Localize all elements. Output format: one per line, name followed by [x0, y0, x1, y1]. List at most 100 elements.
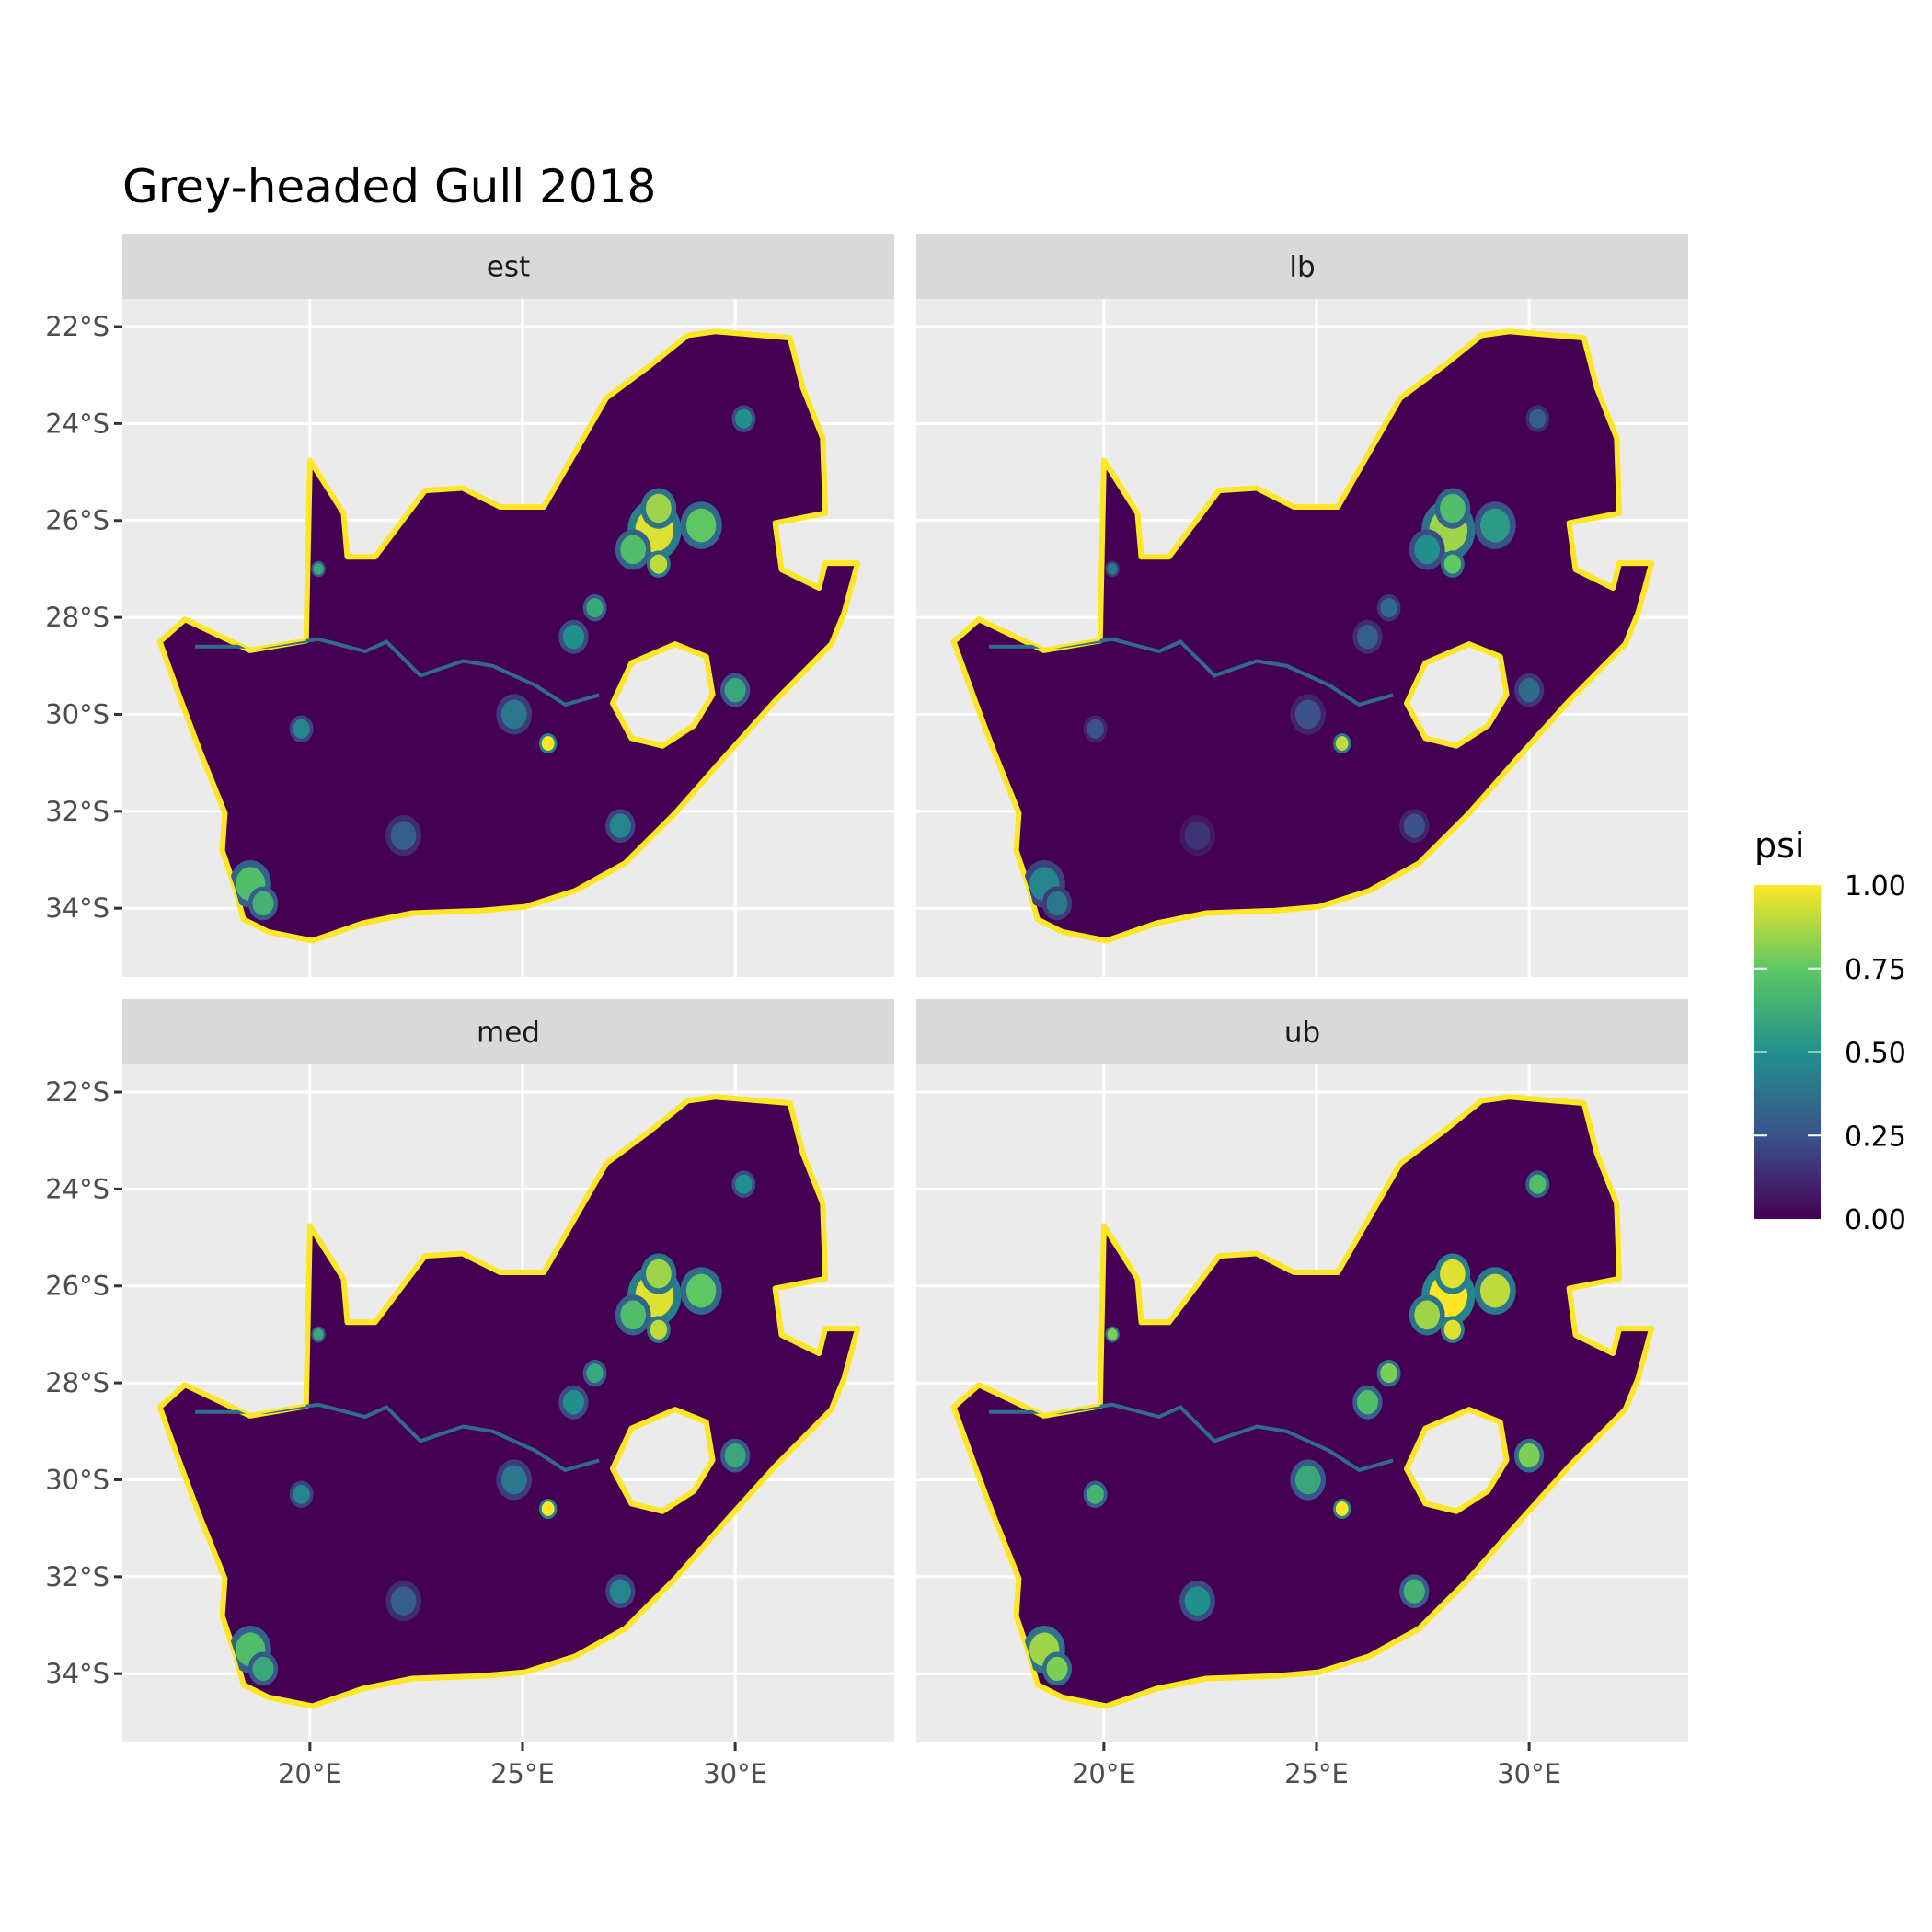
y-tick-label: 34°S [45, 892, 109, 924]
x-tick-label: 30°E [703, 1758, 767, 1789]
hotspot-cell [609, 1579, 631, 1604]
hotspot-cell [620, 535, 647, 565]
y-tick-label: 22°S [45, 311, 109, 342]
hotspot-cell [1518, 1443, 1540, 1468]
hotspot-cell [620, 1300, 647, 1330]
hotspot-cell [1046, 891, 1068, 916]
y-tick-label: 28°S [45, 1367, 109, 1398]
hotspot-cell [646, 493, 672, 523]
hotspot-cell [685, 1273, 717, 1308]
legend-title: psi [1754, 825, 1804, 866]
hotspot-cell [252, 1656, 274, 1682]
hotspot-cell [1046, 1656, 1068, 1682]
hotspot-cell [1529, 1174, 1547, 1194]
x-tick-label: 20°E [1072, 1758, 1136, 1789]
hotspot-cell [685, 508, 717, 543]
hotspot-cell [1356, 625, 1379, 650]
hotspot-cell [1414, 1300, 1441, 1330]
facet-panel-est: est 22°S 24°S 26°S 28°S 30°S 32°S 34°S [45, 234, 894, 977]
hotspot-cell [1440, 493, 1466, 523]
legend-label: 0.75 [1845, 954, 1906, 986]
river-cells [989, 637, 1394, 707]
country-raster [950, 1094, 1655, 1709]
hotspot-cell [1294, 699, 1321, 730]
hotspot-cell [1403, 1579, 1425, 1604]
hotspot-cell [1356, 1390, 1379, 1415]
facet-strip [916, 234, 1688, 299]
y-tick-label: 26°S [45, 505, 109, 536]
map-layer [950, 1094, 1655, 1709]
hotspot-cell [252, 891, 274, 916]
hotspot-cell [586, 1363, 604, 1384]
hotspot-cell [293, 719, 310, 739]
hotspot-cell [541, 1501, 555, 1516]
hotspot-cell [724, 677, 746, 703]
hotspot-cell [1335, 1501, 1349, 1516]
map-layer [156, 328, 861, 944]
y-tick-label: 26°S [45, 1271, 109, 1302]
hotspot-cell [1529, 408, 1547, 429]
river-cells [195, 637, 600, 707]
country-raster [950, 328, 1655, 944]
hotspot-cell [1184, 1586, 1211, 1616]
y-tick-label: 28°S [45, 602, 109, 633]
hotspot-cell [650, 554, 668, 574]
hotspot-cell [1107, 1328, 1118, 1340]
hotspot-cell [1087, 1484, 1104, 1504]
x-tick-label: 25°E [1284, 1758, 1349, 1789]
hotspot-cell [1479, 508, 1511, 543]
y-tick-label: 30°S [45, 1464, 109, 1495]
x-tick-label: 30°E [1497, 1758, 1561, 1789]
chart-title: Grey-headed Gull 2018 [122, 160, 656, 213]
hotspot-cell [1380, 598, 1397, 618]
facet-panel-ub: ub 20°E 25°E 30°E [916, 999, 1688, 1789]
hotspot-cell [500, 1465, 527, 1495]
x-tick-label: 20°E [278, 1758, 342, 1789]
legend: psi 1.00 0.75 0.50 0.25 0.00 [1754, 825, 1906, 1236]
hotspot-cell [735, 1174, 753, 1194]
hotspot-cell [1087, 719, 1104, 739]
hotspot-cell [1479, 1273, 1511, 1308]
y-tick-label: 32°S [45, 1561, 109, 1593]
facet-strip [122, 234, 894, 299]
legend-label: 1.00 [1845, 870, 1906, 903]
facet-strip [916, 999, 1688, 1064]
x-tick-label: 25°E [490, 1758, 555, 1789]
facet-label: est [487, 251, 530, 284]
hotspot-cell [1107, 563, 1118, 575]
hotspot-cell [1414, 535, 1441, 565]
hotspot-cell [1335, 736, 1349, 751]
legend-label: 0.50 [1845, 1038, 1906, 1070]
hotspot-cell [586, 598, 604, 618]
map-layer [156, 1094, 861, 1709]
hotspot-cell [390, 1586, 417, 1616]
facet-panel-med: med 20°E 25°E 30°E 22°S 24°S 26°S 28°S 30°S 32°S 3… [45, 999, 894, 1789]
facet-strip [122, 999, 894, 1064]
hotspot-cell [646, 1259, 672, 1289]
hotspot-cell [562, 625, 585, 650]
hotspot-cell [609, 813, 631, 838]
hotspot-cell [313, 1328, 324, 1340]
hotspot-cell [1440, 1259, 1466, 1289]
hotspot-cell [1294, 1465, 1321, 1495]
y-tick-label: 24°S [45, 1173, 109, 1204]
country-raster [156, 328, 861, 944]
hotspot-cell [650, 1319, 668, 1340]
river-cells [195, 1402, 600, 1473]
hotspot-cell [1518, 677, 1540, 703]
river-cells [989, 1402, 1394, 1473]
hotspot-cell [541, 736, 555, 751]
y-tick-label: 22°S [45, 1076, 109, 1108]
y-tick-label: 34°S [45, 1658, 109, 1689]
hotspot-cell [735, 408, 753, 429]
facet-label: ub [1284, 1017, 1320, 1050]
hotspot-cell [1443, 554, 1462, 574]
facet-label: lb [1289, 251, 1315, 284]
hotspot-cell [313, 563, 324, 575]
y-tick-label: 32°S [45, 796, 109, 827]
hotspot-cell [390, 821, 417, 850]
hotspot-cell [1380, 1363, 1397, 1384]
legend-label: 0.00 [1845, 1204, 1906, 1236]
hotspot-cell [1443, 1319, 1462, 1340]
legend-label: 0.25 [1845, 1121, 1906, 1153]
